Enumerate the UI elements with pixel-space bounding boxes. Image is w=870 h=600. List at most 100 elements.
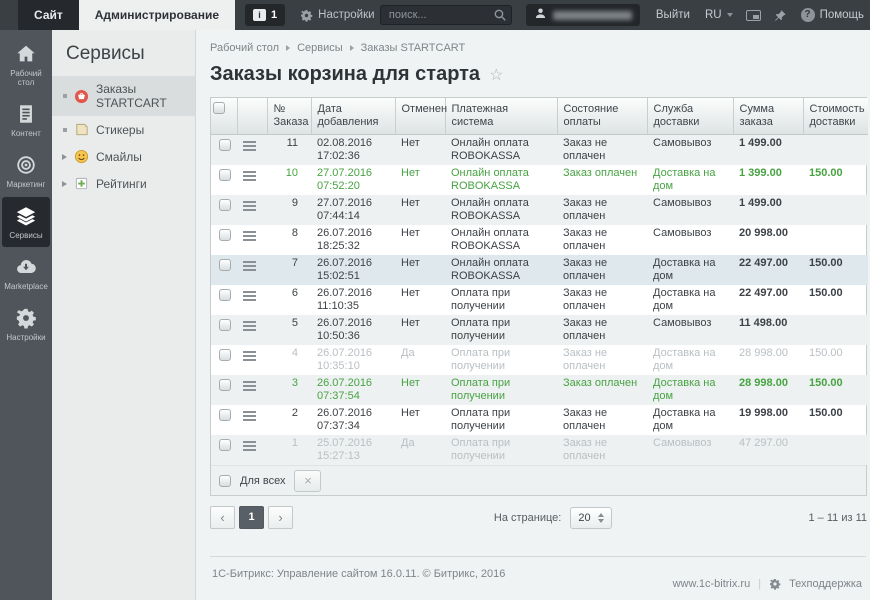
row-actions-menu-icon[interactable] — [243, 321, 256, 333]
row-actions-menu-icon[interactable] — [243, 351, 256, 363]
sidebar-item-marketplace[interactable]: Marketplace — [2, 248, 50, 298]
order-number[interactable]: 11 — [286, 137, 298, 149]
order-payment-system: Оплата при получении — [451, 437, 511, 462]
column-header[interactable]: Отменен — [395, 98, 447, 135]
row-actions-menu-icon[interactable] — [243, 441, 256, 453]
order-row-4[interactable]: 4 26.07.2016 10:35:10 Да Оплата при получени… — [211, 345, 868, 375]
row-actions-menu-icon[interactable] — [243, 141, 256, 153]
search-icon[interactable] — [493, 8, 507, 25]
row-actions-menu-icon[interactable] — [243, 201, 256, 213]
prev-page-button[interactable]: ‹ — [210, 506, 235, 529]
order-canceled: Нет — [401, 287, 420, 299]
notifications-button[interactable]: i 1 — [245, 4, 286, 26]
actions-column-header — [237, 98, 268, 135]
topbar-settings-button[interactable]: Настройки — [300, 9, 375, 22]
menu-item-orders-startcart[interactable]: Заказы STARTCART — [52, 76, 195, 116]
user-menu[interactable] — [525, 4, 640, 26]
order-date: 26.07.2016 15:02:51 — [317, 257, 373, 282]
favorite-star-icon[interactable]: ☆ — [489, 66, 504, 84]
bitrix-site-link[interactable]: www.1c-bitrix.ru — [672, 578, 751, 590]
order-row-9[interactable]: 9 27.07.2016 07:44:14 Нет Онлайн оплата ROBO… — [211, 195, 868, 225]
order-number[interactable]: 10 — [285, 167, 298, 179]
column-header[interactable]: Состояние оплаты — [557, 98, 648, 135]
row-checkbox[interactable] — [219, 439, 231, 451]
order-payment-system: Онлайн оплата ROBOKASSA — [451, 257, 529, 282]
sidebar-item-label: Маркетинг — [6, 180, 46, 189]
gear-icon — [300, 9, 313, 22]
breadcrumb-item[interactable]: Заказы STARTCART — [360, 42, 466, 54]
row-actions-menu-icon[interactable] — [243, 261, 256, 273]
sidebar-item-settings[interactable]: Настройки — [2, 299, 50, 349]
order-row-10[interactable]: 10 27.07.2016 07:52:20 Нет Онлайн оплата ROB… — [211, 165, 868, 195]
row-actions-menu-icon[interactable] — [243, 381, 256, 393]
order-number[interactable]: 2 — [291, 407, 298, 419]
sidebar-item-marketing[interactable]: Маркетинг — [2, 146, 50, 196]
tab-site[interactable]: Сайт — [18, 0, 79, 30]
row-checkbox[interactable] — [219, 289, 231, 301]
order-row-7[interactable]: 7 26.07.2016 15:02:51 Нет Онлайн оплата ROBO… — [211, 255, 868, 285]
order-row-3[interactable]: 3 26.07.2016 07:37:54 Нет Оплата при получен… — [211, 375, 868, 405]
per-page-select[interactable]: 20 — [570, 506, 612, 529]
current-page-button[interactable]: 1 — [239, 506, 264, 529]
next-page-button[interactable]: › — [268, 506, 293, 529]
order-number[interactable]: 6 — [291, 287, 298, 299]
order-row-8[interactable]: 8 26.07.2016 18:25:32 Нет Онлайн оплата ROBO… — [211, 225, 868, 255]
order-number[interactable]: 7 — [291, 257, 298, 269]
breadcrumb-item[interactable]: Сервисы — [297, 42, 343, 54]
menu-item-smiles[interactable]: Смайлы — [52, 143, 195, 170]
sidebar-item-content[interactable]: Контент — [2, 95, 50, 145]
order-row-1[interactable]: 1 25.07.2016 15:27:13 Да Оплата при получени… — [211, 435, 868, 465]
order-row-2[interactable]: 2 26.07.2016 07:37:34 Нет Оплата при получен… — [211, 405, 868, 435]
search-input[interactable] — [379, 5, 512, 25]
order-number[interactable]: 9 — [291, 197, 298, 209]
menu-item-stickers[interactable]: Стикеры — [52, 116, 195, 143]
column-header[interactable]: Платежная система — [445, 98, 558, 135]
menu-item-ratings[interactable]: Рейтинги — [52, 170, 195, 197]
row-checkbox[interactable] — [219, 169, 231, 181]
pin-icon[interactable] — [774, 9, 787, 22]
chevron-down-icon — [726, 13, 733, 17]
row-checkbox[interactable] — [219, 349, 231, 361]
sidebar-item-services[interactable]: Сервисы — [2, 197, 50, 247]
language-selector[interactable]: RU — [705, 9, 733, 21]
order-number[interactable]: 1 — [291, 437, 298, 449]
order-number[interactable]: 3 — [291, 377, 298, 389]
order-delivery-service: Самовывоз — [653, 317, 712, 329]
for-all-checkbox[interactable] — [219, 474, 231, 487]
support-link[interactable]: Техподдержка — [789, 578, 862, 590]
row-checkbox[interactable] — [219, 139, 231, 151]
row-actions-menu-icon[interactable] — [243, 171, 256, 183]
logout-link[interactable]: Выйти — [655, 9, 690, 21]
sidebar-item-desktop[interactable]: Рабочий стол — [2, 35, 50, 94]
column-header[interactable]: Сумма заказа — [733, 98, 804, 135]
order-payment-status: Заказ не оплачен — [563, 227, 608, 252]
column-header[interactable]: № Заказа — [267, 98, 312, 135]
column-header[interactable]: Стоимость доставки — [803, 98, 868, 135]
row-checkbox[interactable] — [219, 229, 231, 241]
order-row-6[interactable]: 6 26.07.2016 11:10:35 Нет Оплата при получен… — [211, 285, 868, 315]
select-all-checkbox[interactable] — [213, 102, 225, 114]
clear-selection-button[interactable]: × — [294, 469, 322, 492]
row-checkbox[interactable] — [219, 199, 231, 211]
breadcrumb-item[interactable]: Рабочий стол — [210, 42, 280, 54]
column-header[interactable]: Дата добавления — [311, 98, 396, 135]
row-checkbox[interactable] — [219, 409, 231, 421]
help-button[interactable]: ? Помощь — [800, 8, 864, 22]
order-number[interactable]: 5 — [291, 317, 298, 329]
row-actions-menu-icon[interactable] — [243, 231, 256, 243]
order-row-11[interactable]: 11 02.08.2016 17:02:36 Нет Онлайн оплата ROB… — [211, 134, 868, 165]
row-actions-menu-icon[interactable] — [243, 411, 256, 423]
row-checkbox[interactable] — [219, 319, 231, 331]
order-number[interactable]: 8 — [291, 227, 298, 239]
tab-administration[interactable]: Администрирование — [78, 0, 236, 30]
column-header[interactable]: Служба доставки — [647, 98, 734, 135]
row-actions-menu-icon[interactable] — [243, 291, 256, 303]
order-row-5[interactable]: 5 26.07.2016 10:50:36 Нет Оплата при получен… — [211, 315, 868, 345]
smiley-icon — [74, 149, 89, 164]
order-number[interactable]: 4 — [291, 347, 298, 359]
desktop-panel-icon[interactable] — [745, 9, 761, 21]
row-checkbox[interactable] — [219, 259, 231, 271]
order-payment-status: Заказ оплачен — [563, 377, 638, 389]
pagination-range: 1 – 11 из 11 — [808, 511, 868, 524]
row-checkbox[interactable] — [219, 379, 231, 391]
